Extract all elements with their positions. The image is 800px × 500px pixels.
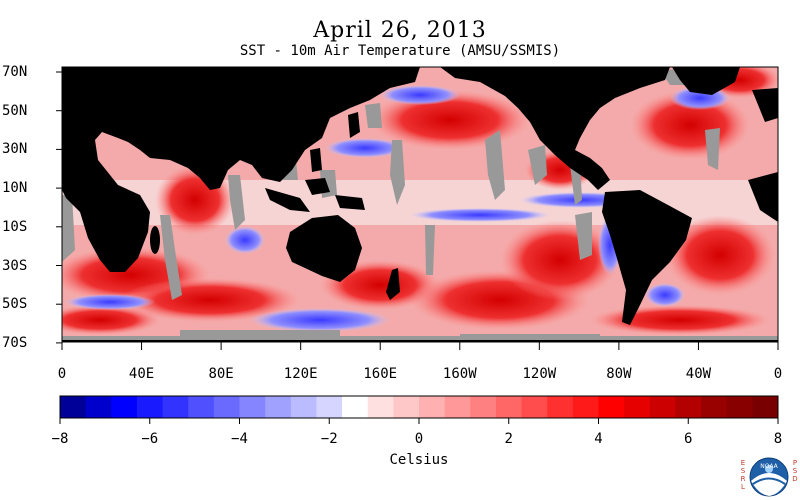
colorbar-swatch bbox=[239, 396, 266, 418]
colorbar bbox=[59, 395, 779, 424]
colorbar-swatch bbox=[316, 396, 343, 418]
south-america-land bbox=[602, 190, 692, 325]
colorbar-swatch bbox=[495, 396, 523, 418]
latitude-label: 30S bbox=[2, 257, 28, 274]
colorbar-tick-label: 2 bbox=[504, 431, 513, 447]
madagascar-land bbox=[150, 226, 160, 254]
map-area bbox=[62, 67, 778, 342]
colorbar-swatch bbox=[649, 396, 676, 418]
longitude-label: 120W bbox=[522, 366, 557, 382]
colorbar-swatch bbox=[60, 396, 87, 418]
colorbar-swatch bbox=[393, 396, 420, 418]
colorbar-tick-label: −6 bbox=[141, 431, 159, 447]
colorbar-swatch bbox=[624, 396, 651, 418]
colorbar-tick-label: −4 bbox=[231, 431, 248, 447]
longitude-label: 0 bbox=[773, 366, 783, 382]
latitude-label: 30N bbox=[2, 141, 28, 158]
longitude-label: 160E bbox=[363, 366, 398, 382]
colorbar-swatch bbox=[572, 396, 599, 418]
latitude-label: 70N bbox=[2, 64, 28, 80]
antarctica-land bbox=[62, 340, 778, 342]
longitude-label: 160W bbox=[442, 366, 477, 382]
colorbar-tick-label: −2 bbox=[320, 431, 338, 447]
land-masses bbox=[62, 67, 778, 342]
longitude-ticks bbox=[61, 342, 779, 350]
longitude-label: 80E bbox=[208, 366, 234, 382]
colorbar-swatch bbox=[290, 396, 317, 418]
latitude-label: 10S bbox=[2, 218, 28, 235]
org-letter: E bbox=[740, 459, 746, 467]
colorbar-swatch bbox=[265, 396, 292, 418]
noaa-emblem-icon: NOAA bbox=[749, 457, 789, 497]
indonesia-land bbox=[265, 188, 310, 212]
new-guinea-land bbox=[335, 195, 365, 210]
latitude-label: 10N bbox=[2, 180, 28, 197]
australia-land bbox=[286, 215, 362, 282]
colorbar-swatch bbox=[342, 396, 369, 418]
japan-land bbox=[348, 112, 360, 138]
colorbar-swatch bbox=[675, 396, 702, 418]
colorbar-swatch bbox=[111, 396, 138, 418]
org-letter: D bbox=[792, 475, 798, 483]
latitude-ticks bbox=[56, 71, 62, 344]
map-subtitle: SST - 10m Air Temperature (AMSU/SSMIS) bbox=[239, 43, 561, 59]
longitude-label: 120E bbox=[283, 366, 318, 382]
org-letter: P bbox=[792, 459, 798, 467]
greenland-land bbox=[672, 67, 740, 95]
colorbar-swatch bbox=[162, 396, 189, 418]
org-letter: L bbox=[741, 483, 745, 491]
colorbar-swatch bbox=[188, 396, 215, 418]
borneo-land bbox=[305, 178, 330, 195]
colorbar-swatch bbox=[752, 396, 779, 418]
map-frame bbox=[61, 66, 779, 343]
colorbar-swatch bbox=[213, 396, 240, 418]
latitude-label: 70S bbox=[2, 334, 28, 351]
map-title: April 26, 2013 bbox=[313, 18, 487, 43]
colorbar-unit-label: Celsius bbox=[389, 452, 449, 468]
colorbar-swatch bbox=[701, 396, 728, 418]
cool-anomalies bbox=[65, 85, 730, 332]
north-america-land bbox=[440, 67, 670, 190]
org-letter: R bbox=[740, 475, 746, 483]
longitude-label: 80W bbox=[606, 366, 632, 382]
europe-edge-land bbox=[752, 88, 778, 122]
philippines-land bbox=[310, 148, 322, 172]
colorbar-tick-label: 4 bbox=[594, 431, 603, 447]
colorbar-swatch bbox=[136, 396, 164, 418]
colorbar-swatch bbox=[444, 396, 471, 418]
latitude-label: 50N bbox=[2, 102, 28, 119]
colorbar-swatch bbox=[85, 396, 112, 418]
colorbar-tick-label: 6 bbox=[684, 431, 693, 447]
colorbar-swatch bbox=[419, 396, 446, 418]
colorbar-tick-label: 0 bbox=[414, 431, 424, 447]
svg-text:NOAA: NOAA bbox=[760, 463, 778, 470]
colorbar-swatch bbox=[547, 396, 574, 418]
africa-west-edge-land bbox=[748, 172, 778, 222]
colorbar-swatch bbox=[598, 396, 625, 418]
org-letter: S bbox=[740, 467, 746, 475]
colorbar-swatch bbox=[726, 396, 753, 418]
longitude-label: 0 bbox=[57, 366, 67, 382]
afro-eurasia-land bbox=[62, 67, 420, 272]
colorbar-tick-label: −8 bbox=[51, 431, 69, 447]
longitude-label: 40E bbox=[128, 366, 155, 382]
org-letter: S bbox=[792, 467, 798, 475]
longitude-label: 40W bbox=[685, 366, 712, 382]
colorbar-swatch bbox=[470, 396, 497, 418]
new-zealand-land bbox=[386, 268, 400, 300]
colorbar-swatch bbox=[367, 396, 394, 418]
colorbar-swatch bbox=[521, 396, 548, 418]
latitude-label: 50S bbox=[2, 296, 28, 313]
colorbar-tick-label: 8 bbox=[773, 431, 783, 447]
